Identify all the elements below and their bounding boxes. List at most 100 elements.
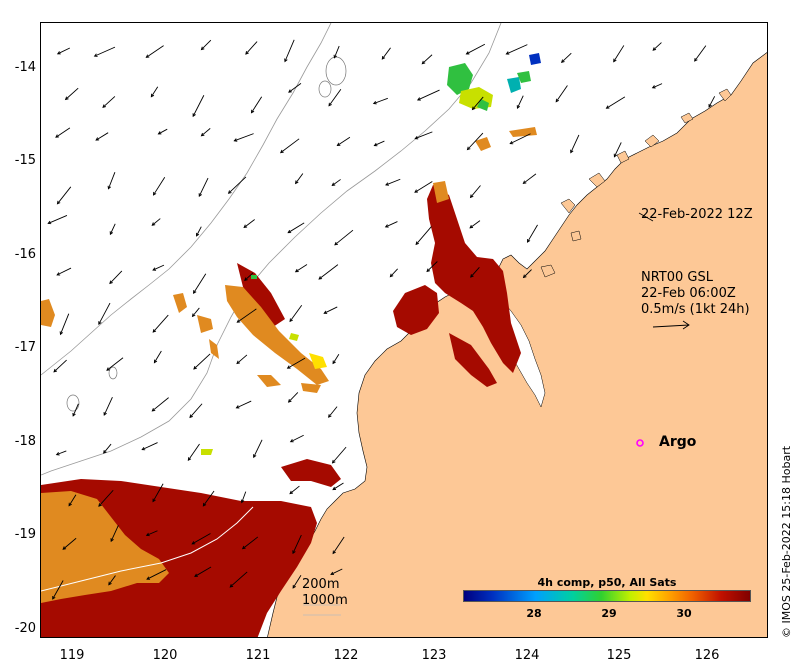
current-vector xyxy=(95,132,109,141)
current-vector-head xyxy=(103,412,107,416)
current-vector xyxy=(191,533,211,545)
current-vector-head xyxy=(466,146,471,151)
current-vector xyxy=(332,446,347,464)
sst-warm-patches xyxy=(41,127,537,603)
current-vector xyxy=(517,95,524,109)
current-vector xyxy=(110,525,119,542)
current-vector xyxy=(153,177,166,196)
current-vector-head xyxy=(195,232,200,237)
current-vector-head xyxy=(250,109,255,114)
current-vector-head xyxy=(243,224,248,229)
current-vector xyxy=(523,173,537,184)
current-vector-head xyxy=(289,490,294,495)
y-tick-label: -19 xyxy=(14,527,36,542)
current-vector xyxy=(196,226,202,237)
current-vector-head xyxy=(295,180,299,185)
colorbar-tick: 28 xyxy=(526,607,542,620)
current-vector xyxy=(241,491,247,503)
current-vector-head xyxy=(381,55,386,60)
current-vector-head xyxy=(151,407,156,412)
isobath-200 xyxy=(41,23,502,476)
current-vector xyxy=(373,97,388,104)
current-vector-head xyxy=(59,331,64,336)
current-vector xyxy=(506,44,528,55)
current-vector-head xyxy=(56,272,61,276)
current-vector xyxy=(385,178,401,186)
current-vector-head xyxy=(613,153,618,158)
current-vector xyxy=(470,185,481,198)
current-vector xyxy=(228,176,247,194)
current-vector-head xyxy=(385,182,389,186)
current-vector xyxy=(187,443,200,461)
current-vector-head xyxy=(414,189,418,193)
current-source-label: NRT00 GSL xyxy=(641,270,713,285)
current-vector-head xyxy=(470,274,474,278)
current-vector xyxy=(243,219,255,228)
current-vector-head xyxy=(152,191,157,196)
current-vector xyxy=(331,179,341,186)
current-vector-head xyxy=(152,267,157,271)
current-vector xyxy=(202,490,215,507)
colorbar xyxy=(463,590,751,602)
current-vector xyxy=(244,272,254,281)
current-vector-head xyxy=(236,360,241,365)
current-vector xyxy=(284,39,295,62)
argo-label: Argo xyxy=(659,434,697,450)
current-vector xyxy=(146,569,167,580)
current-vector xyxy=(236,354,248,364)
current-vector xyxy=(333,45,340,58)
current-vector-head xyxy=(332,486,337,491)
current-vector-head xyxy=(102,104,107,108)
current-vector-head xyxy=(333,54,338,59)
current-vector xyxy=(193,273,207,294)
current-vector xyxy=(158,128,168,135)
current-vector xyxy=(708,96,716,108)
current-vector-head xyxy=(187,457,192,461)
current-vector-head xyxy=(279,149,284,154)
current-vector-head xyxy=(253,454,257,459)
current-vector xyxy=(323,306,338,314)
current-vector-head xyxy=(145,54,150,58)
current-vector-head xyxy=(331,182,336,187)
current-vector-head xyxy=(331,459,336,464)
current-vector-head xyxy=(244,277,248,281)
current-vector-head xyxy=(233,138,238,142)
current-vector xyxy=(472,96,484,110)
current-vector xyxy=(561,52,572,63)
current-vector-head xyxy=(336,142,341,147)
current-vector xyxy=(109,270,123,284)
x-tick-label: 126 xyxy=(694,648,720,663)
argo-marker[interactable] xyxy=(636,439,644,447)
current-vector-head xyxy=(107,185,112,190)
current-vector xyxy=(72,403,79,417)
current-vector xyxy=(55,127,71,138)
current-vector xyxy=(108,172,116,189)
current-vector-head xyxy=(141,446,146,451)
current-vector-head xyxy=(103,450,107,454)
current-vector xyxy=(103,443,112,454)
current-vector-head xyxy=(47,220,52,225)
current-vector-head xyxy=(328,102,332,107)
current-vector xyxy=(466,43,486,55)
current-vector-head xyxy=(651,85,656,89)
current-vector xyxy=(328,406,338,418)
current-vector xyxy=(189,403,203,418)
current-vector-head xyxy=(289,318,293,323)
current-vector-head xyxy=(227,190,232,194)
map-plot-area[interactable]: 22-Feb-2022 12Z NRT00 GSL 22-Feb 06:00Z … xyxy=(40,22,768,638)
current-vector-head xyxy=(62,546,67,550)
current-vector xyxy=(152,314,169,333)
current-vector-head xyxy=(236,319,241,323)
current-vector-head xyxy=(108,581,112,586)
y-tick-label: -17 xyxy=(14,340,36,355)
current-vector xyxy=(57,47,71,55)
current-vector xyxy=(613,142,622,157)
current-vector xyxy=(280,138,300,154)
date-label: 22-Feb-2022 12Z xyxy=(641,207,753,222)
current-vector-head xyxy=(416,97,421,101)
current-vectors xyxy=(47,39,716,600)
current-vector-head xyxy=(93,53,98,57)
current-vector-head xyxy=(294,268,299,273)
current-vector xyxy=(57,186,72,205)
current-vector-head xyxy=(109,280,113,285)
